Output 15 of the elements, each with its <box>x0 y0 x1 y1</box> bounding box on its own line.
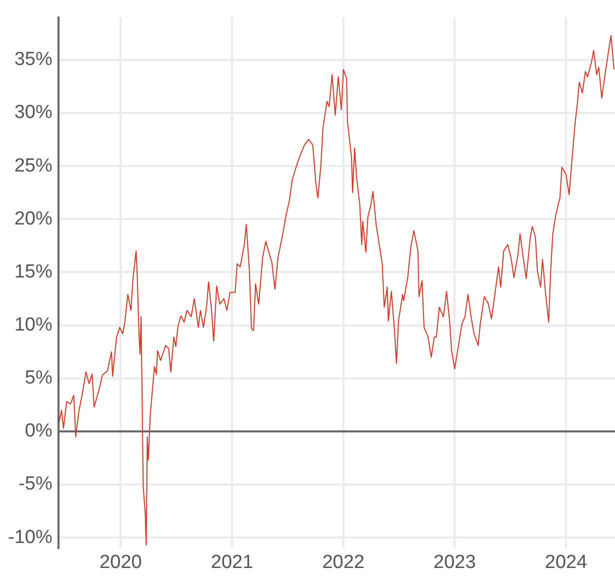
y-tick-label: 0% <box>24 420 52 442</box>
x-tick-label: 2023 <box>434 552 476 573</box>
x-tick-label: 2024 <box>544 552 588 573</box>
y-tick-label: -5% <box>18 474 52 495</box>
y-tick-label: 5% <box>24 368 52 389</box>
y-tick-label: 20% <box>14 208 52 230</box>
y-tick-label: 25% <box>14 155 52 176</box>
y-tick-label: 30% <box>14 102 52 124</box>
x-tick-label: 2020 <box>100 552 142 573</box>
y-tick-label: 15% <box>14 261 52 282</box>
x-tick-label: 2021 <box>210 552 254 573</box>
y-tick-label: -10% <box>8 526 52 548</box>
x-tick-label: 2022 <box>322 552 364 573</box>
y-tick-label: 10% <box>14 314 52 336</box>
y-tick-label: 35% <box>14 49 52 70</box>
